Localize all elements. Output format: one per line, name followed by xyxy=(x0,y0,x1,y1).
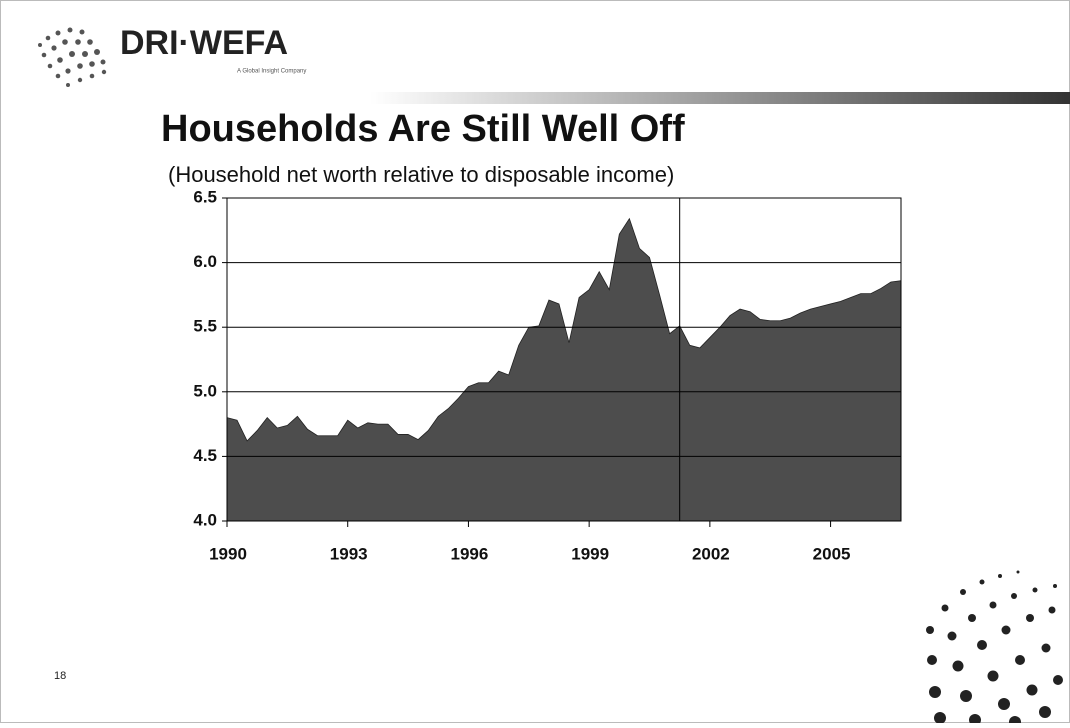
x-tick-label: 2002 xyxy=(692,544,730,563)
page-number: 18 xyxy=(54,670,66,682)
y-tick-label: 6.0 xyxy=(193,252,217,271)
chart-title: Households Are Still Well Off xyxy=(161,108,685,150)
y-tick-label: 6.5 xyxy=(193,187,217,206)
y-tick-label: 5.5 xyxy=(193,317,217,336)
x-tick-label: 1996 xyxy=(451,544,489,563)
tagline: A Global Insight Company xyxy=(237,69,306,75)
corner-dots xyxy=(926,570,1063,728)
x-tick-label: 1993 xyxy=(330,544,368,563)
plot-frame xyxy=(226,197,902,522)
x-tick-label: 1999 xyxy=(571,544,609,563)
logo-dots xyxy=(38,27,107,87)
area xyxy=(226,217,902,522)
chart-subtitle: (Household net worth relative to disposa… xyxy=(168,162,674,187)
header-bar xyxy=(370,92,1070,104)
logo: DRI·WEFA xyxy=(120,24,288,62)
y-tick-label: 4.0 xyxy=(193,510,217,529)
x-tick-label: 2005 xyxy=(813,544,851,563)
x-tick-label: 1990 xyxy=(209,544,247,563)
y-tick-label: 4.5 xyxy=(193,446,217,465)
y-tick-label: 5.0 xyxy=(193,381,217,400)
